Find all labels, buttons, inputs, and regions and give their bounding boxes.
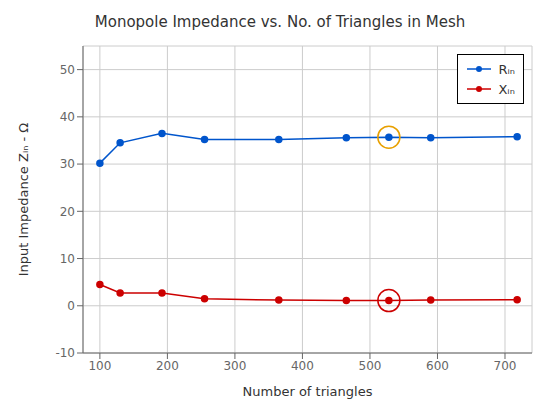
svg-text:300: 300 (223, 359, 246, 373)
svg-text:400: 400 (291, 359, 314, 373)
svg-text:700: 700 (494, 359, 517, 373)
svg-text:Input Impedance Zᵢₙ - Ω: Input Impedance Zᵢₙ - Ω (16, 123, 31, 277)
html-text:Monopole Impedance vs. No. of: Monopole Impedance vs. No. of Triangles … (94, 13, 466, 31)
svg-text:Number of triangles: Number of triangles (243, 384, 373, 399)
svg-text:20: 20 (60, 205, 75, 219)
svg-text:0: 0 (67, 299, 75, 313)
svg-text:40: 40 (60, 110, 75, 124)
html-text:Xᵢₙ: Xᵢₙ (498, 81, 515, 97)
svg-text:-10: -10 (55, 346, 75, 360)
svg-text:50: 50 (60, 63, 75, 77)
svg-text:500: 500 (359, 359, 382, 373)
svg-text:200: 200 (156, 359, 179, 373)
svg-text:10: 10 (60, 252, 75, 266)
svg-text:100: 100 (88, 359, 111, 373)
html-text:Rᵢₙ: Rᵢₙ (498, 61, 515, 77)
svg-text:600: 600 (426, 359, 449, 373)
svg-text:30: 30 (60, 157, 75, 171)
